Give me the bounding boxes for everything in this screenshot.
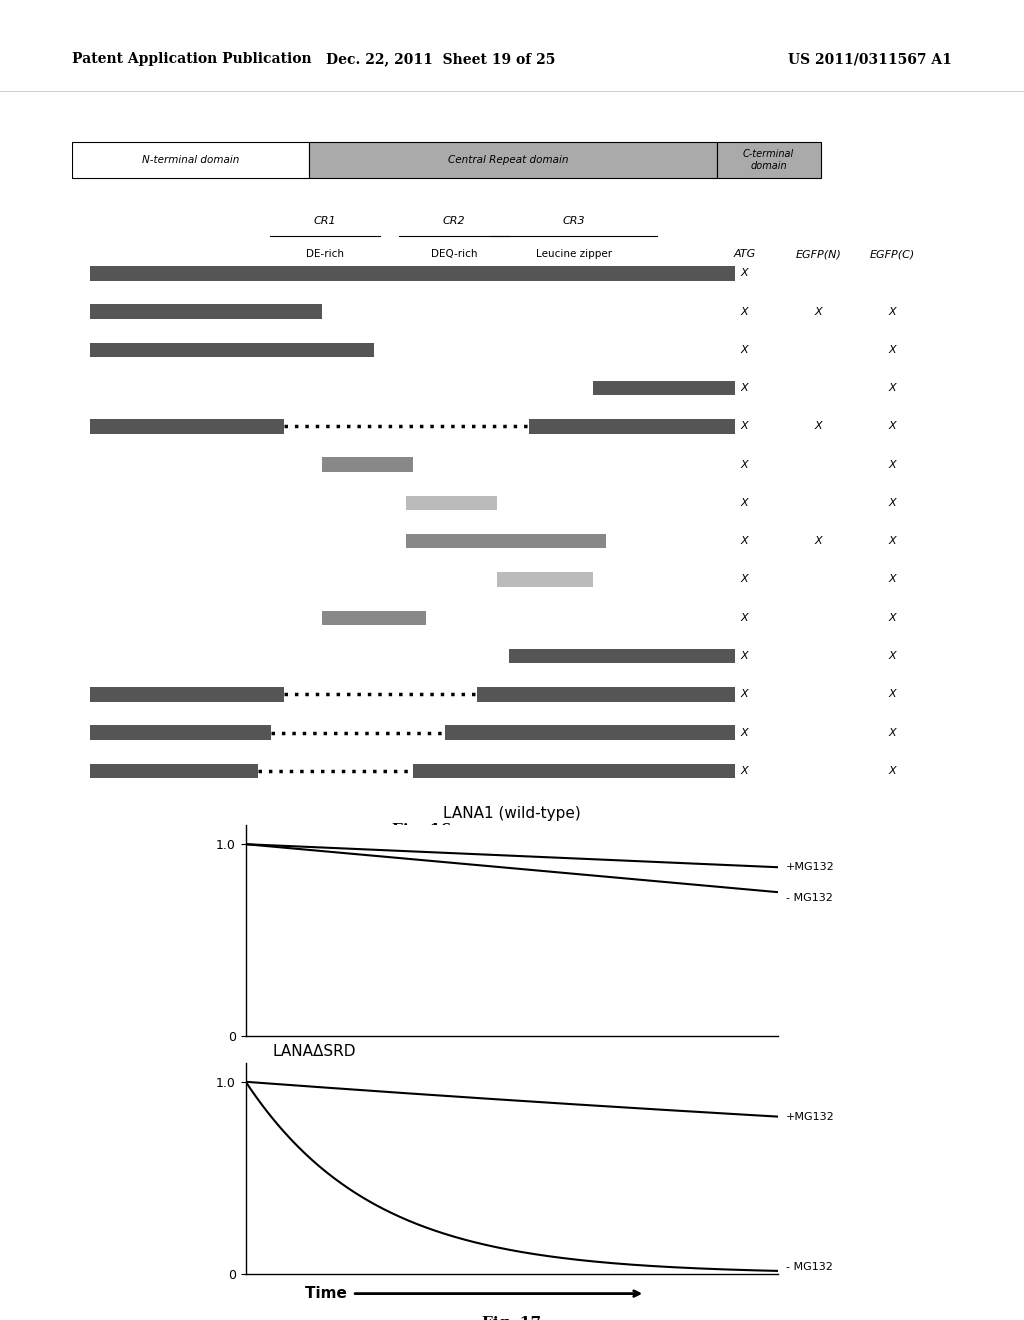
Bar [497, 573, 593, 586]
Text: Leucine zipper: Leucine zipper [536, 249, 612, 259]
Text: X: X [888, 689, 896, 700]
Text: +MG132: +MG132 [786, 862, 835, 873]
Bar [90, 726, 270, 739]
Bar [477, 686, 735, 702]
Text: X: X [814, 536, 822, 546]
Bar [323, 458, 413, 473]
Text: DEQ-rich: DEQ-rich [431, 249, 477, 259]
Text: EGFP(N): EGFP(N) [796, 249, 841, 259]
Text: X: X [740, 383, 749, 393]
Text: X: X [888, 421, 896, 432]
Bar [323, 610, 426, 626]
Text: X: X [740, 612, 749, 623]
Text: X: X [814, 306, 822, 317]
Text: ATG: ATG [733, 249, 756, 259]
FancyBboxPatch shape [309, 143, 717, 178]
Text: CR3: CR3 [562, 216, 586, 226]
Bar [90, 686, 284, 702]
Text: +MG132: +MG132 [786, 1111, 835, 1122]
Text: C-terminal
domain: C-terminal domain [743, 149, 795, 170]
Bar [90, 763, 258, 777]
Text: X: X [814, 421, 822, 432]
Text: X: X [740, 421, 749, 432]
Text: - MG132: - MG132 [786, 1262, 834, 1272]
Bar [90, 342, 374, 356]
Text: N-terminal domain: N-terminal domain [141, 154, 239, 165]
Text: US 2011/0311567 A1: US 2011/0311567 A1 [788, 53, 952, 66]
FancyBboxPatch shape [717, 143, 820, 178]
Text: X: X [740, 459, 749, 470]
Text: X: X [888, 345, 896, 355]
Text: Time: Time [305, 1286, 352, 1302]
Bar [90, 267, 735, 281]
Text: EGFP(C): EGFP(C) [869, 249, 914, 259]
Text: Dec. 22, 2011  Sheet 19 of 25: Dec. 22, 2011 Sheet 19 of 25 [326, 53, 555, 66]
Text: X: X [888, 383, 896, 393]
Title: LANA1 (wild-type): LANA1 (wild-type) [443, 807, 581, 821]
FancyBboxPatch shape [72, 143, 309, 178]
Text: X: X [740, 345, 749, 355]
Text: CR1: CR1 [313, 216, 337, 226]
Bar [593, 381, 735, 396]
Text: Fig. 17: Fig. 17 [482, 1316, 542, 1320]
Text: X: X [740, 766, 749, 776]
Text: Patent Application Publication: Patent Application Publication [72, 53, 311, 66]
Text: X: X [740, 689, 749, 700]
Text: X: X [740, 574, 749, 585]
Text: Fig. 16: Fig. 16 [392, 824, 452, 837]
Text: X: X [740, 306, 749, 317]
Text: Central Repeat domain: Central Repeat domain [449, 154, 568, 165]
Text: CR2: CR2 [442, 216, 466, 226]
Text: X: X [888, 498, 896, 508]
Text: X: X [740, 536, 749, 546]
Text: DE-rich: DE-rich [306, 249, 344, 259]
Text: X: X [888, 574, 896, 585]
Bar [407, 496, 497, 511]
Text: X: X [740, 651, 749, 661]
Text: X: X [740, 498, 749, 508]
Bar [528, 418, 735, 433]
Text: X: X [888, 536, 896, 546]
Bar [90, 418, 284, 433]
Bar [90, 305, 323, 318]
Text: X: X [888, 727, 896, 738]
Text: X: X [888, 459, 896, 470]
Bar [413, 763, 735, 777]
Text: X: X [888, 651, 896, 661]
Bar [407, 535, 606, 549]
Text: X: X [740, 727, 749, 738]
Bar [509, 649, 735, 664]
Text: X: X [888, 612, 896, 623]
Bar [444, 726, 735, 739]
Text: X: X [740, 268, 749, 279]
Text: X: X [888, 766, 896, 776]
Text: LANAΔSRD: LANAΔSRD [272, 1044, 356, 1059]
Text: - MG132: - MG132 [786, 892, 834, 903]
Text: X: X [888, 306, 896, 317]
